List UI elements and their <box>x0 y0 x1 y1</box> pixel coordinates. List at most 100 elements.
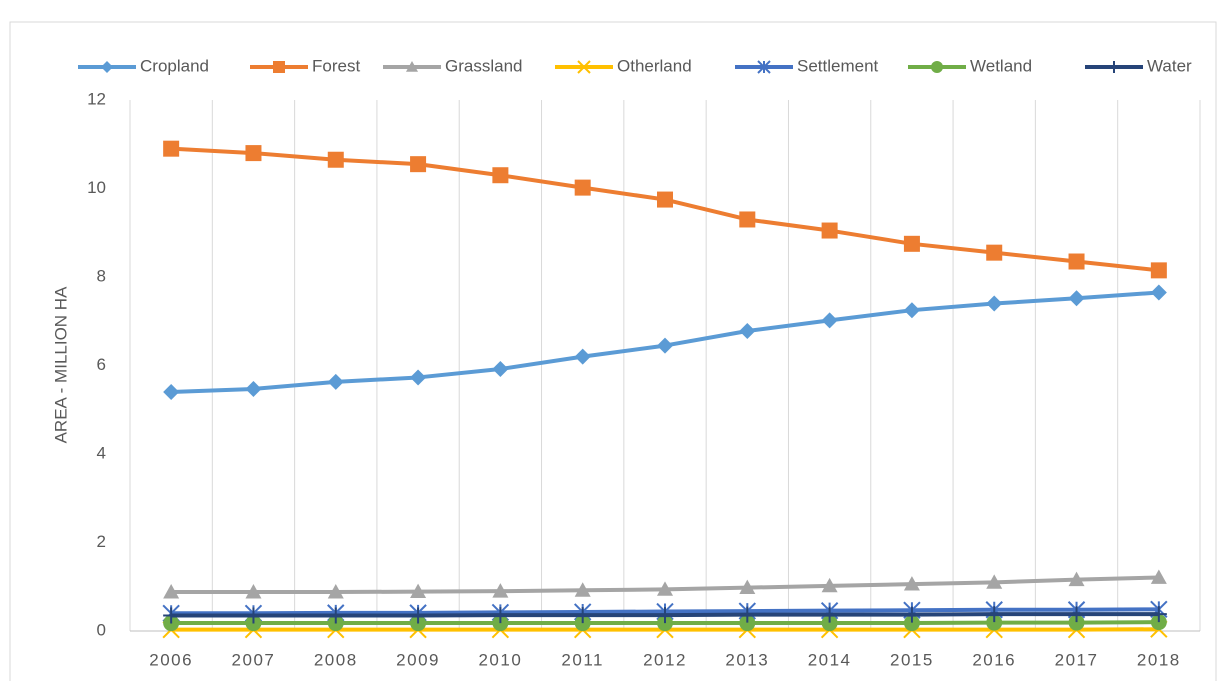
marker <box>986 244 1003 261</box>
marker-shape <box>1108 61 1120 73</box>
marker <box>101 61 113 73</box>
legend-label: Forest <box>312 56 360 75</box>
marker <box>1068 571 1085 587</box>
marker <box>574 607 591 624</box>
marker <box>821 577 838 593</box>
marker-shape <box>1068 290 1085 307</box>
marker <box>821 615 838 632</box>
marker <box>492 167 509 184</box>
marker-shape <box>245 380 262 397</box>
marker <box>903 606 920 623</box>
marker-shape <box>821 606 838 623</box>
marker-shape <box>163 584 180 599</box>
marker-shape <box>903 615 920 632</box>
marker-shape <box>1068 253 1085 270</box>
legend-label: Settlement <box>797 56 879 75</box>
marker <box>327 373 344 390</box>
marker <box>163 584 180 599</box>
y-tick-label: 6 <box>97 355 106 374</box>
marker <box>739 579 756 595</box>
marker-shape <box>574 179 591 196</box>
marker <box>574 179 591 196</box>
y-axis-label: AREA - MILLION HA <box>51 286 70 443</box>
marker-shape <box>739 579 756 595</box>
x-tick-label: 2018 <box>1137 650 1181 669</box>
marker-shape <box>657 191 673 208</box>
y-tick-label: 0 <box>97 620 106 639</box>
marker-shape <box>245 584 262 599</box>
marker <box>739 615 756 632</box>
marker <box>1150 569 1167 584</box>
marker <box>657 607 673 624</box>
marker-shape <box>406 61 418 72</box>
marker <box>327 607 344 624</box>
marker-shape <box>492 167 509 184</box>
marker-shape <box>245 145 262 162</box>
marker <box>931 61 943 73</box>
marker <box>410 156 427 173</box>
marker <box>739 322 756 339</box>
marker-shape <box>903 576 920 591</box>
marker-shape <box>1150 569 1167 584</box>
marker <box>574 582 591 597</box>
marker <box>492 583 509 598</box>
marker <box>739 606 756 623</box>
marker <box>1150 262 1167 279</box>
marker <box>986 614 1003 631</box>
marker <box>410 369 427 386</box>
marker <box>739 211 756 228</box>
marker-shape <box>273 61 285 73</box>
marker-shape <box>1150 262 1167 279</box>
marker-shape <box>163 607 180 624</box>
x-tick-label: 2007 <box>232 650 276 669</box>
marker <box>1068 253 1085 270</box>
marker-shape <box>739 322 756 339</box>
marker-shape <box>1068 571 1085 587</box>
marker <box>574 348 591 365</box>
marker <box>410 583 427 599</box>
marker <box>657 191 673 208</box>
legend-label: Wetland <box>970 56 1032 75</box>
marker-shape <box>327 584 344 599</box>
marker <box>163 607 180 624</box>
marker-shape <box>657 581 673 596</box>
marker-shape <box>986 295 1003 312</box>
marker <box>986 606 1003 623</box>
x-tick-label: 2015 <box>890 650 934 669</box>
marker-shape <box>574 582 591 597</box>
marker-shape <box>757 60 771 74</box>
marker-shape <box>574 607 591 624</box>
marker-shape <box>1068 614 1085 631</box>
x-tick-label: 2009 <box>396 650 440 669</box>
marker-shape <box>821 312 838 329</box>
marker <box>406 61 418 72</box>
x-tick-label: 2014 <box>808 650 852 669</box>
marker <box>1150 284 1167 301</box>
marker-shape <box>492 607 509 624</box>
marker-shape <box>739 606 756 623</box>
legend-label: Grassland <box>445 56 522 75</box>
marker-shape <box>739 211 756 228</box>
marker <box>245 380 262 397</box>
marker-shape <box>163 384 180 401</box>
marker <box>821 222 838 239</box>
marker-shape <box>410 607 427 624</box>
marker <box>1068 614 1085 631</box>
x-tick-label: 2012 <box>643 650 687 669</box>
marker <box>986 295 1003 312</box>
marker-shape <box>327 607 344 624</box>
marker-shape <box>986 574 1003 589</box>
marker-shape <box>574 348 591 365</box>
marker-shape <box>163 140 180 157</box>
marker <box>821 606 838 623</box>
marker <box>273 61 285 73</box>
marker-shape <box>986 606 1003 623</box>
marker <box>163 384 180 401</box>
marker-shape <box>410 369 427 386</box>
marker <box>757 60 771 74</box>
marker <box>657 581 673 596</box>
legend-label: Otherland <box>617 56 692 75</box>
y-tick-label: 4 <box>97 443 106 462</box>
y-tick-label: 8 <box>97 266 106 285</box>
y-tick-label: 12 <box>87 89 106 108</box>
